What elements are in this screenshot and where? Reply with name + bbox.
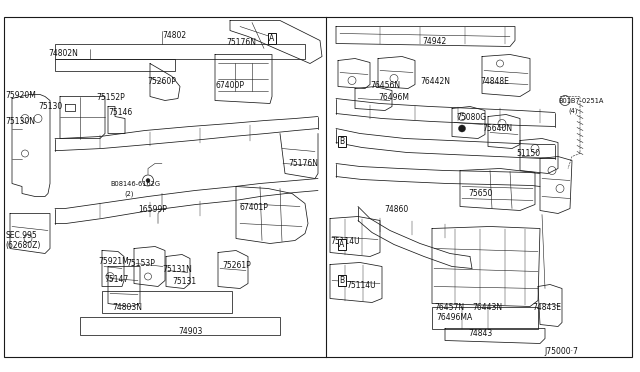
Text: 74802N: 74802N <box>48 48 78 58</box>
Text: (62680Z): (62680Z) <box>5 241 40 250</box>
Text: 74942: 74942 <box>422 36 446 45</box>
Text: 75176N: 75176N <box>288 158 318 167</box>
Text: 75261P: 75261P <box>222 260 251 269</box>
Text: 75146: 75146 <box>108 108 132 116</box>
Text: 75153P: 75153P <box>126 259 155 267</box>
Text: 74802: 74802 <box>162 31 186 39</box>
Bar <box>55 44 305 58</box>
Text: 76443N: 76443N <box>472 302 502 311</box>
Text: 74803N: 74803N <box>112 302 142 311</box>
Text: B: B <box>339 137 344 146</box>
Text: 75260P: 75260P <box>147 77 176 86</box>
Text: 76456N: 76456N <box>370 80 400 90</box>
Text: 74843: 74843 <box>468 328 492 337</box>
Text: 16599P: 16599P <box>138 205 167 214</box>
Text: 75152P: 75152P <box>96 93 125 102</box>
Text: 67401P: 67401P <box>240 202 269 212</box>
Text: A: A <box>269 34 275 43</box>
Text: 75650: 75650 <box>468 189 492 198</box>
Text: (4): (4) <box>568 108 577 114</box>
Text: 75130: 75130 <box>38 102 62 110</box>
Text: 75147: 75147 <box>104 276 128 285</box>
Text: 67400P: 67400P <box>215 80 244 90</box>
Text: 75921M: 75921M <box>98 257 129 266</box>
Text: 76496M: 76496M <box>378 93 409 102</box>
Text: 75131: 75131 <box>172 276 196 285</box>
Text: 75114U: 75114U <box>346 280 376 289</box>
Text: 75080G: 75080G <box>456 112 486 122</box>
Text: J75000·7: J75000·7 <box>544 346 578 356</box>
Text: 76457N: 76457N <box>434 302 464 311</box>
Text: B08146-6162G: B08146-6162G <box>110 180 160 186</box>
Text: 74848E: 74848E <box>480 77 509 86</box>
Text: A: A <box>339 240 344 249</box>
Text: 75114U: 75114U <box>330 237 360 246</box>
Text: 75920M: 75920M <box>5 90 36 99</box>
Circle shape <box>458 125 465 132</box>
Text: 76496MA: 76496MA <box>436 312 472 321</box>
Circle shape <box>146 179 150 183</box>
Text: SEC.995: SEC.995 <box>5 231 36 240</box>
Bar <box>80 317 280 334</box>
Text: 75176N: 75176N <box>226 38 256 46</box>
Text: 51150: 51150 <box>516 148 540 157</box>
Text: 74860: 74860 <box>384 205 408 214</box>
Text: 74903: 74903 <box>178 327 202 336</box>
Text: 75640N: 75640N <box>482 124 512 132</box>
Text: 75130N: 75130N <box>5 116 35 125</box>
Text: B01B7-0251A: B01B7-0251A <box>558 97 604 103</box>
Bar <box>55 58 175 71</box>
Bar <box>102 291 232 312</box>
Text: 75131N: 75131N <box>162 264 192 273</box>
Text: B: B <box>339 276 344 285</box>
Text: 76442N: 76442N <box>420 77 450 86</box>
Text: 74843E: 74843E <box>532 302 561 311</box>
Text: (2): (2) <box>124 190 134 197</box>
Bar <box>432 307 538 328</box>
